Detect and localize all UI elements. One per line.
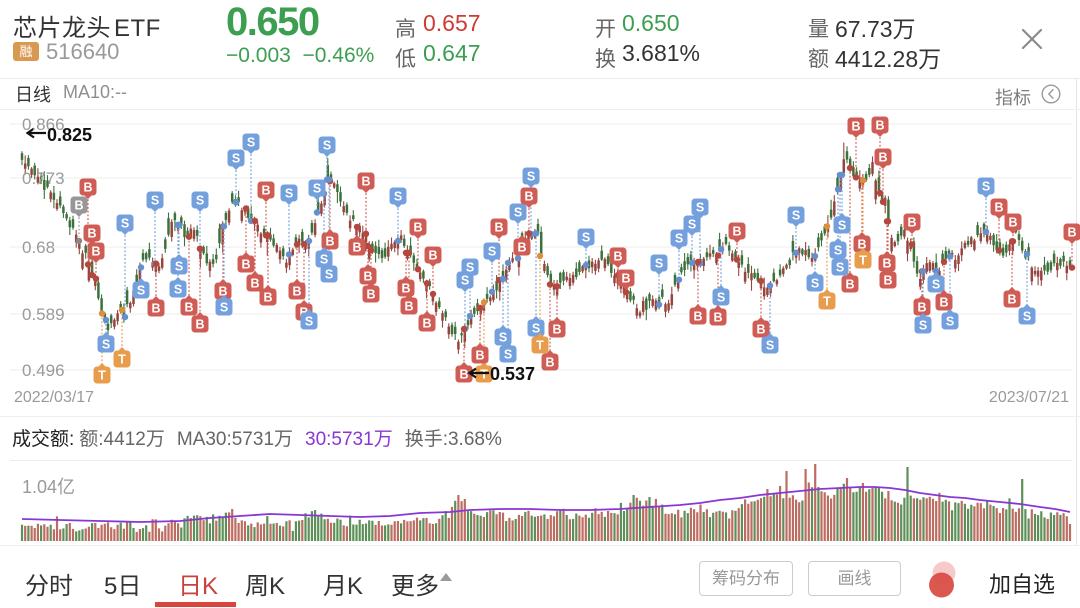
svg-text:B: B: [994, 201, 1003, 215]
svg-text:B: B: [263, 291, 272, 305]
svg-text:S: S: [688, 218, 696, 232]
svg-text:S: S: [582, 231, 590, 245]
svg-text:B: B: [352, 241, 361, 255]
svg-text:S: S: [792, 209, 800, 223]
svg-text:S: S: [766, 339, 774, 353]
svg-text:S: S: [834, 244, 842, 258]
svg-text:S: S: [313, 182, 321, 196]
svg-text:B: B: [756, 323, 765, 337]
svg-text:T: T: [859, 254, 867, 268]
svg-text:S: S: [675, 232, 683, 246]
svg-text:S: S: [488, 245, 496, 259]
svg-text:S: S: [838, 219, 846, 233]
svg-text:B: B: [939, 296, 948, 310]
svg-text:B: B: [250, 277, 259, 291]
svg-text:B: B: [845, 278, 854, 292]
svg-text:T: T: [536, 339, 544, 353]
svg-text:B: B: [1008, 216, 1017, 230]
svg-text:T: T: [118, 353, 126, 367]
svg-text:S: S: [532, 322, 540, 336]
svg-text:S: S: [151, 194, 159, 208]
svg-text:S: S: [982, 180, 990, 194]
svg-text:S: S: [174, 283, 182, 297]
svg-text:B: B: [261, 184, 270, 198]
svg-text:B: B: [851, 120, 860, 134]
svg-text:S: S: [1023, 310, 1031, 324]
svg-text:S: S: [527, 170, 535, 184]
svg-text:B: B: [613, 250, 622, 264]
svg-text:S: S: [102, 338, 110, 352]
svg-text:B: B: [413, 221, 422, 235]
svg-text:S: S: [836, 261, 844, 275]
svg-text:B: B: [74, 199, 83, 213]
svg-text:S: S: [514, 206, 522, 220]
svg-text:B: B: [422, 317, 431, 331]
svg-text:B: B: [404, 300, 413, 314]
svg-text:B: B: [621, 272, 630, 286]
svg-text:B: B: [882, 257, 891, 271]
svg-text:B: B: [361, 175, 370, 189]
svg-text:S: S: [717, 291, 725, 305]
svg-text:B: B: [151, 302, 160, 316]
svg-text:B: B: [292, 285, 301, 299]
svg-text:B: B: [1067, 226, 1076, 240]
svg-text:B: B: [494, 221, 503, 235]
svg-text:S: S: [394, 190, 402, 204]
svg-text:B: B: [184, 301, 193, 315]
svg-text:B: B: [524, 190, 533, 204]
svg-text:B: B: [732, 225, 741, 239]
svg-text:T: T: [823, 295, 831, 309]
svg-text:S: S: [325, 268, 333, 282]
svg-text:B: B: [917, 301, 926, 315]
svg-text:S: S: [504, 348, 512, 362]
svg-text:S: S: [137, 284, 145, 298]
svg-text:B: B: [325, 235, 334, 249]
svg-text:S: S: [305, 315, 313, 329]
svg-text:S: S: [499, 331, 507, 345]
svg-text:S: S: [461, 274, 469, 288]
svg-text:B: B: [83, 181, 92, 195]
svg-text:B: B: [459, 368, 468, 382]
svg-text:B: B: [883, 274, 892, 288]
svg-text:B: B: [241, 258, 250, 272]
svg-text:B: B: [195, 318, 204, 332]
svg-text:B: B: [517, 241, 526, 255]
svg-text:B: B: [401, 282, 410, 296]
svg-text:B: B: [91, 245, 100, 259]
svg-text:B: B: [552, 323, 561, 337]
svg-text:B: B: [475, 349, 484, 363]
svg-text:S: S: [220, 301, 228, 315]
svg-text:S: S: [247, 136, 255, 150]
svg-text:S: S: [919, 319, 927, 333]
svg-text:S: S: [285, 187, 293, 201]
svg-text:S: S: [232, 152, 240, 166]
svg-text:T: T: [98, 369, 106, 383]
svg-text:B: B: [907, 216, 916, 230]
svg-text:S: S: [323, 139, 331, 153]
svg-text:S: S: [175, 260, 183, 274]
svg-text:B: B: [545, 356, 554, 370]
svg-text:S: S: [811, 277, 819, 291]
svg-text:S: S: [121, 217, 129, 231]
svg-text:B: B: [878, 151, 887, 165]
svg-text:B: B: [713, 311, 722, 325]
svg-text:S: S: [696, 201, 704, 215]
svg-text:T: T: [480, 368, 488, 382]
svg-text:B: B: [428, 249, 437, 263]
svg-text:B: B: [363, 270, 372, 284]
svg-text:S: S: [655, 257, 663, 271]
svg-text:B: B: [693, 310, 702, 324]
svg-text:S: S: [196, 194, 204, 208]
svg-text:S: S: [946, 315, 954, 329]
svg-text:S: S: [932, 278, 940, 292]
svg-text:B: B: [875, 119, 884, 133]
svg-text:B: B: [87, 227, 96, 241]
svg-text:B: B: [1007, 293, 1016, 307]
svg-text:B: B: [366, 288, 375, 302]
